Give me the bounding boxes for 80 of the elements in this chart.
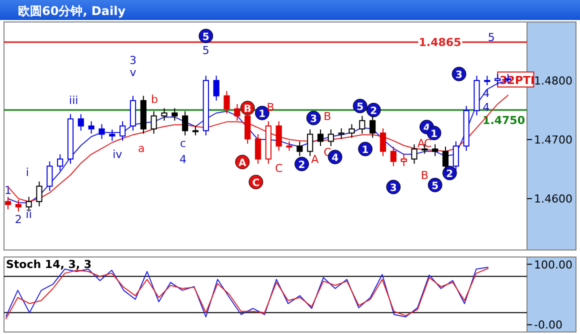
annotation: 5 — [202, 44, 210, 57]
annotation: 2 — [370, 106, 378, 117]
annotation: C — [424, 137, 432, 150]
annotation: 3 — [456, 70, 463, 81]
annotation: 5 — [202, 32, 210, 43]
annotation: 1 — [362, 145, 369, 156]
candlestick — [57, 154, 64, 172]
annotation: v — [130, 66, 137, 79]
candlestick — [46, 160, 53, 192]
annotation: 2 — [446, 169, 454, 180]
candlestick — [78, 114, 84, 132]
candlestick — [484, 75, 490, 86]
annotation: A — [238, 158, 246, 169]
candlestick — [307, 129, 314, 157]
candlestick — [317, 129, 324, 147]
candlestick — [400, 154, 407, 167]
annotation: 1 — [430, 129, 438, 140]
annotation: 2 — [14, 213, 22, 226]
annotation: 1 — [4, 184, 12, 197]
annotation: 3 — [130, 54, 136, 67]
y-tick-label: 1.4700 — [534, 134, 572, 147]
ref-line-label: 1.4750 — [482, 114, 526, 128]
annotation: 2 — [298, 160, 306, 171]
annotation: B — [324, 110, 332, 123]
candlestick — [411, 144, 418, 164]
annotation: i — [26, 166, 29, 179]
candlestick — [452, 140, 459, 172]
candlestick — [359, 115, 366, 134]
annotation: iv — [112, 148, 123, 161]
candlestick — [172, 108, 178, 122]
annotation: c — [180, 137, 186, 150]
annotation: a — [138, 142, 145, 155]
candlestick — [150, 110, 157, 134]
ref-line-label: 1.4865 — [418, 36, 462, 50]
candlestick — [36, 180, 42, 207]
candlestick — [161, 108, 168, 122]
y-tick-label: 1.4600 — [534, 192, 572, 206]
annotation: 4 — [332, 153, 339, 164]
y-tick-label: -0.00 — [534, 318, 562, 332]
candlestick — [213, 75, 220, 102]
annotation: C — [274, 162, 283, 175]
annotation: A — [311, 153, 320, 166]
candlestick — [120, 120, 126, 142]
annotation: ii — [26, 208, 32, 221]
candlestick — [98, 124, 105, 140]
annotation: 5 — [432, 181, 439, 192]
candlestick — [390, 146, 396, 167]
candlestick — [244, 110, 251, 144]
candlestick — [182, 110, 188, 136]
candlestick — [276, 120, 282, 152]
annotation: B — [244, 104, 252, 115]
y-tick-label: 100.00 — [534, 258, 572, 272]
annotation: 5 — [488, 31, 495, 44]
candlestick — [192, 125, 199, 136]
candlestick — [15, 199, 22, 212]
annotation: 4 — [180, 153, 186, 166]
annotation: 1 — [258, 109, 266, 120]
candlestick — [234, 104, 240, 122]
candlestick — [109, 129, 116, 142]
annotation: b — [151, 93, 158, 106]
candlestick — [4, 196, 12, 210]
candlestick — [328, 129, 334, 147]
annotation: 3 — [390, 183, 397, 194]
candlestick — [432, 144, 438, 157]
chart-title: 欧圆60分钟, Daily — [18, 4, 126, 18]
candlestick — [380, 128, 386, 157]
y-tick-label: 1.4800 — [534, 74, 572, 88]
candlestick — [88, 120, 94, 134]
annotation: 5 — [356, 102, 364, 113]
candlestick — [254, 134, 262, 164]
chart-title: Stoch 14, 3, 3 — [6, 258, 92, 271]
annotation: 3 — [310, 114, 318, 125]
candlestick — [286, 140, 292, 152]
annotation: B — [420, 169, 428, 182]
candlestick — [224, 90, 230, 114]
annotation: C — [252, 178, 260, 189]
candlestick — [348, 124, 355, 138]
annotation: A — [417, 137, 426, 150]
annotation: iii — [69, 94, 78, 107]
candlestick — [338, 128, 344, 140]
